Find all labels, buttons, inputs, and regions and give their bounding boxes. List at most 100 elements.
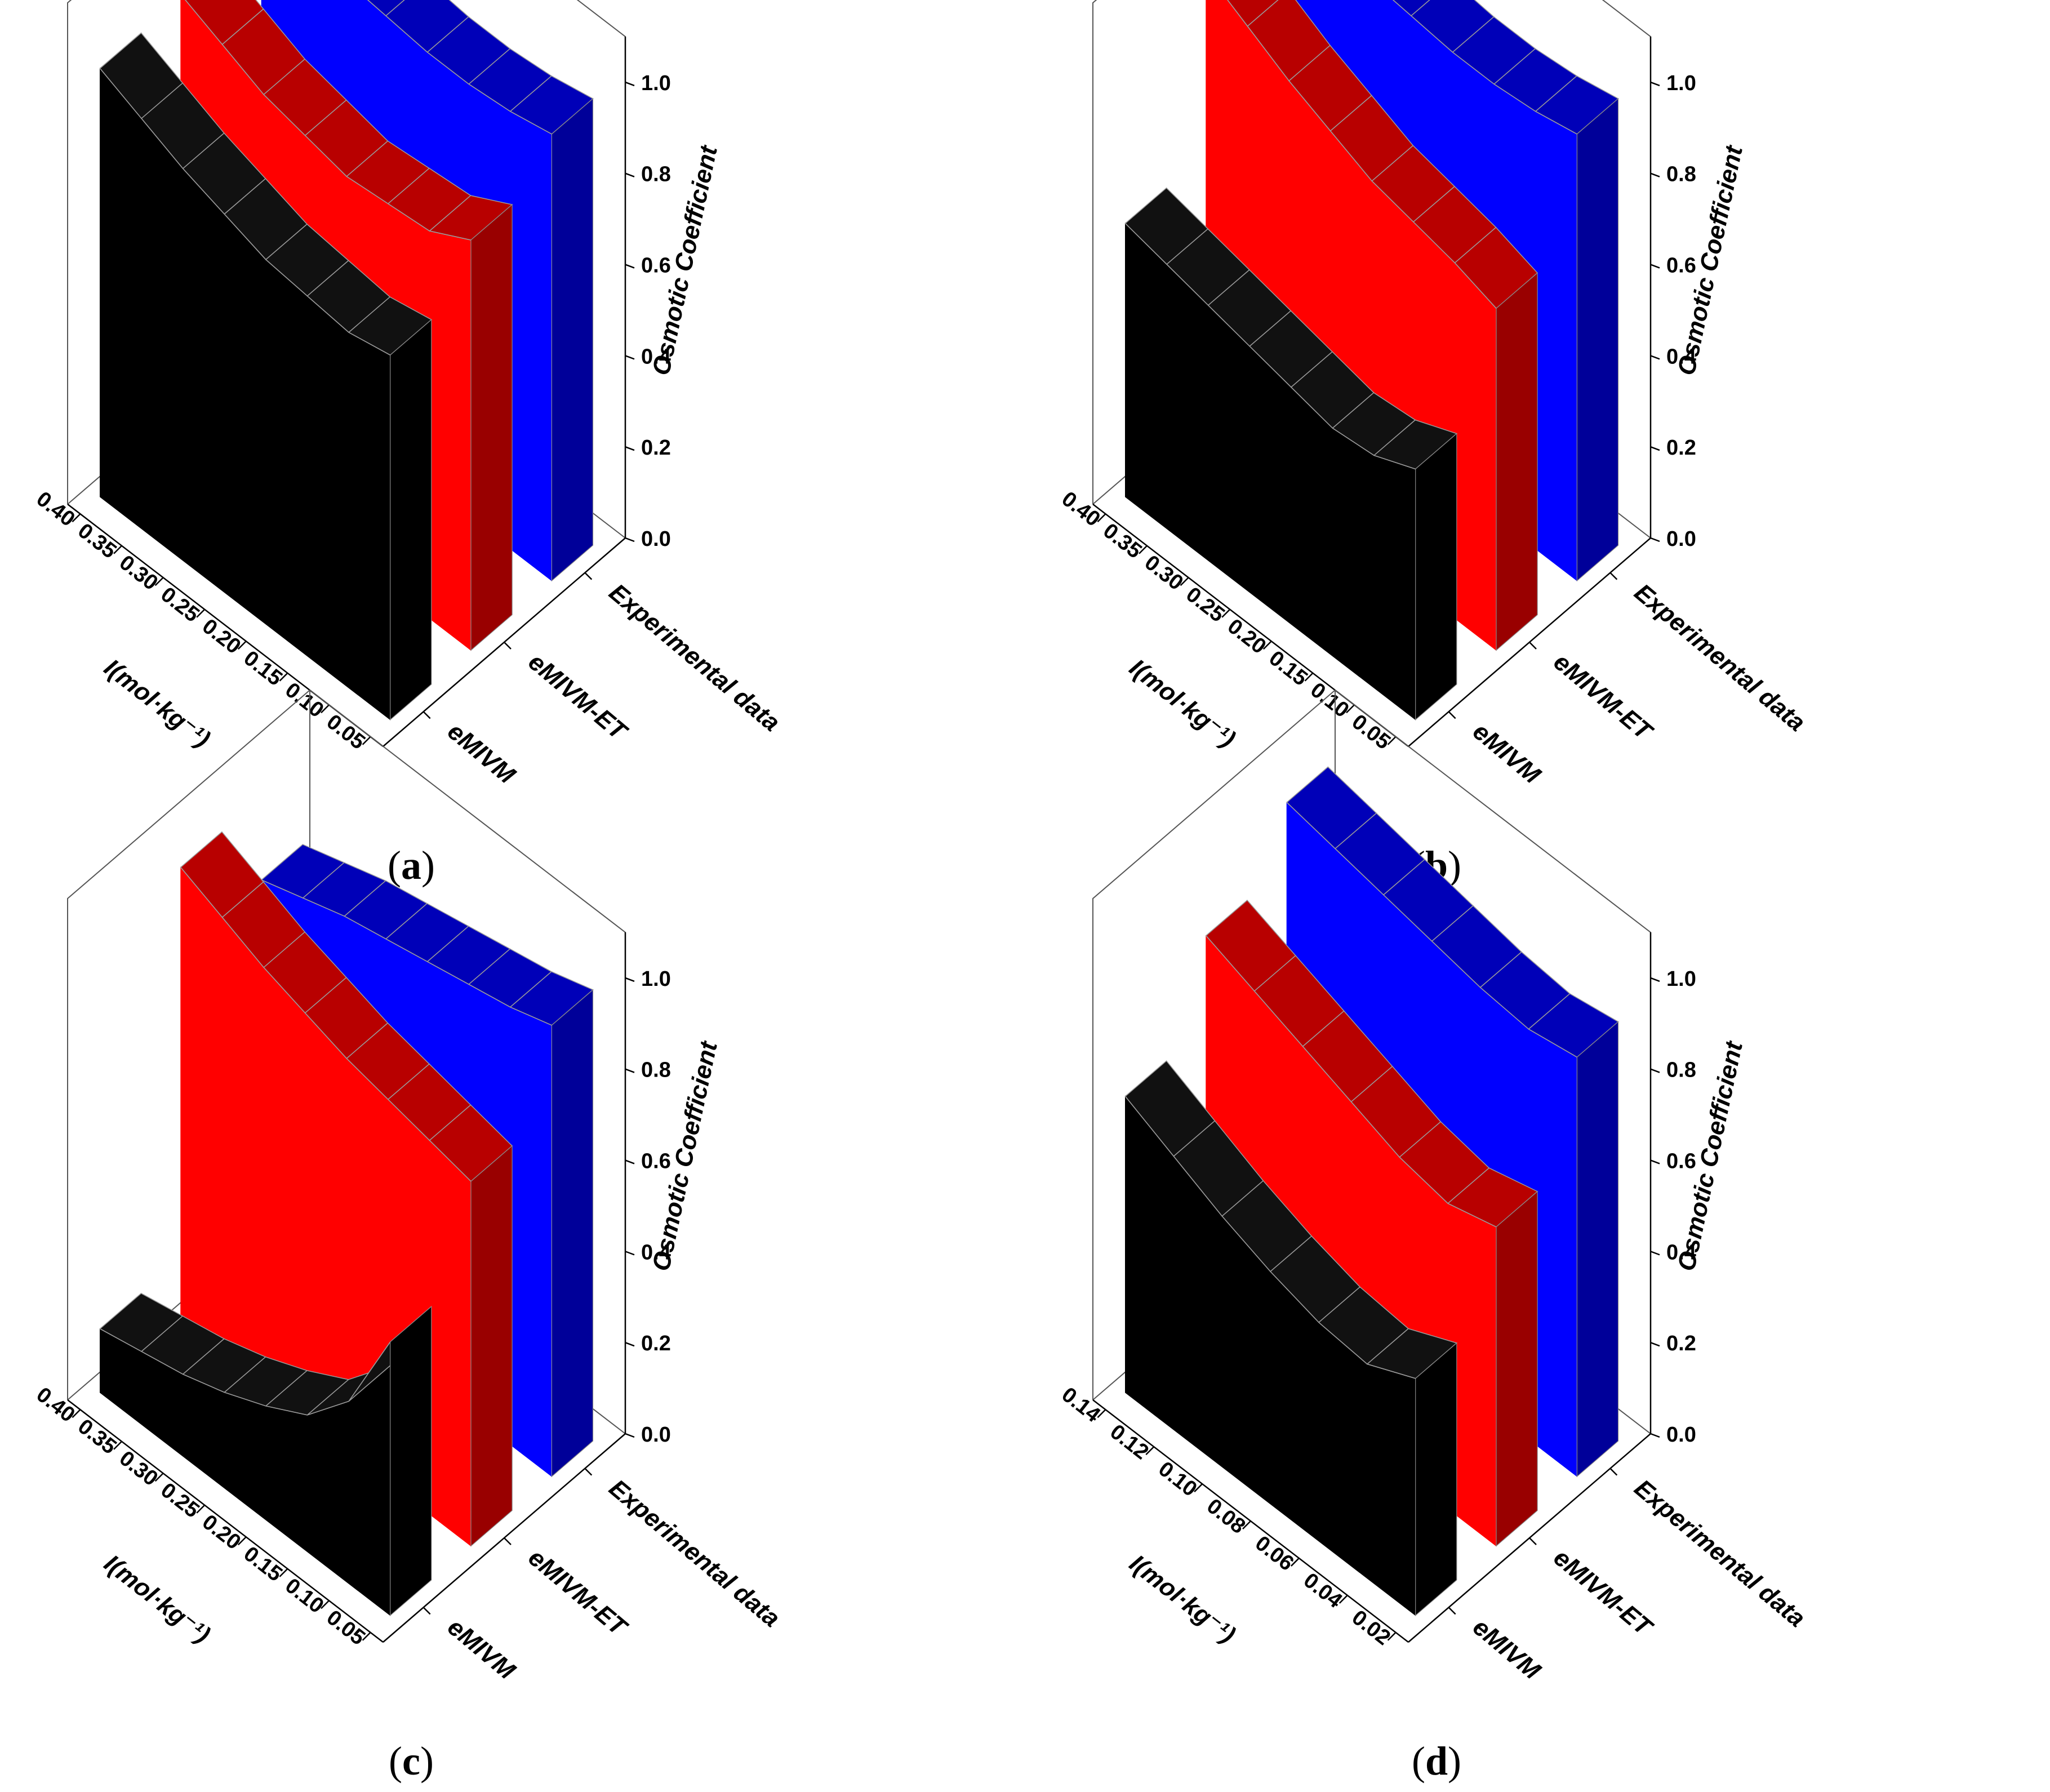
z-tick	[625, 264, 635, 269]
x-tick-label: 0.12	[1105, 1420, 1153, 1465]
x-tick	[1338, 1594, 1348, 1604]
x-tick	[1145, 1446, 1155, 1456]
wall-end-cap	[1576, 97, 1619, 582]
x-tick-label: 0.10	[1154, 1457, 1201, 1502]
x-axis-line	[67, 1399, 384, 1643]
z-tick-label: 0.8	[1666, 1059, 1696, 1082]
x-tick	[321, 1600, 330, 1609]
z-tick-label: 0.4	[1666, 345, 1696, 368]
x-tick-label: 0.40	[32, 1383, 79, 1428]
x-tick-label: 0.35	[73, 1415, 121, 1459]
x-tick	[113, 1440, 122, 1450]
z-tick-label: 0.6	[641, 1150, 671, 1173]
z-tick	[625, 355, 635, 360]
series-label: Experimental data	[604, 579, 785, 737]
z-tick	[625, 1159, 635, 1164]
z-tick	[1650, 1342, 1660, 1347]
x-tick-label: 0.35	[73, 519, 121, 563]
z-tick-label: 0.2	[1666, 1332, 1696, 1355]
series-tick	[1448, 711, 1456, 719]
series-tick	[584, 1468, 593, 1476]
x-axis-title: I(mol·kg⁻¹)	[1124, 1549, 1240, 1648]
z-tick-label: 0.4	[641, 345, 671, 368]
z-tick	[1650, 1433, 1660, 1438]
z-tick-label: 0.6	[641, 254, 671, 278]
x-tick-label: 0.05	[1348, 710, 1395, 754]
x-tick	[362, 1631, 371, 1641]
series-label: eMIVM-ET	[1549, 1544, 1658, 1642]
wall-top-edge	[185, 0, 472, 241]
x-tick-label: 0.20	[198, 1510, 245, 1555]
x-tick	[154, 577, 164, 586]
x-tick	[1194, 1483, 1203, 1492]
series-label: Experimental data	[604, 1474, 785, 1633]
x-tick	[1180, 577, 1189, 586]
x-tick	[1290, 1558, 1300, 1567]
x-tick	[1097, 513, 1106, 523]
x-tick-label: 0.10	[1306, 678, 1353, 723]
x-tick-label: 0.05	[322, 710, 370, 754]
wall-end-cap	[551, 97, 594, 582]
panel-b: 0.0 0.2 0.4 0.6 0.8 1.0 Osmotic Coefficient 0.4…	[1025, 0, 2050, 896]
series-label: eMIVM-ET	[523, 648, 633, 746]
panel-caption: (c)	[389, 1738, 434, 1784]
x-tick	[1242, 1520, 1251, 1529]
wall-top-edge	[100, 1328, 391, 1416]
z-tick-label: 0.8	[641, 163, 671, 186]
series-tick	[423, 1607, 431, 1615]
z-tick-label: 0.2	[1666, 436, 1696, 460]
z-tick	[625, 172, 635, 177]
series-label: eMIVM	[1468, 1613, 1546, 1685]
series-label: eMIVM-ET	[523, 1544, 633, 1642]
series-wall-emivm	[1124, 1060, 1458, 1616]
wall-top-edge	[367, 0, 552, 135]
x-tick-label: 0.40	[32, 487, 79, 532]
wall-end-cap	[1576, 1021, 1619, 1478]
wall-top-edge	[261, 879, 552, 1026]
x-tick-label: 0.25	[156, 582, 203, 627]
series-wall-emivm	[99, 32, 433, 721]
x-tick-label: 0.08	[1202, 1494, 1249, 1538]
x-tick-label: 0.06	[1251, 1531, 1298, 1576]
z-tick-label: 0.6	[1666, 1150, 1696, 1173]
x-tick-label: 0.15	[1265, 646, 1312, 691]
wall-end-cap	[1496, 272, 1538, 651]
x-tick-label: 0.05	[322, 1606, 370, 1650]
wall-end-cap	[470, 1145, 513, 1547]
x-tick-label: 0.15	[239, 1542, 287, 1586]
x-tick-label: 0.30	[115, 1447, 162, 1491]
z-tick-label: 0.0	[1666, 1423, 1696, 1447]
x-tick-label: 0.10	[281, 1574, 328, 1618]
x-tick	[279, 672, 288, 682]
x-tick	[321, 704, 330, 714]
x-tick-label: 0.35	[1099, 519, 1146, 563]
x-tick-label: 0.40	[1057, 487, 1105, 532]
x-tick	[196, 608, 206, 618]
wall-top-edge	[1124, 223, 1416, 470]
wall-end-cap	[390, 1305, 432, 1616]
wall-top-edge	[1124, 1096, 1416, 1379]
z-tick-label: 0.8	[641, 1059, 671, 1082]
x-tick-label: 0.10	[281, 678, 328, 723]
z-tick	[1650, 355, 1660, 360]
series-tick	[1609, 572, 1618, 580]
x-tick	[1262, 641, 1272, 650]
x-tick-label: 0.02	[1348, 1606, 1395, 1650]
series-tick	[1609, 1468, 1618, 1476]
panel-caption: (a)	[388, 843, 435, 888]
x-tick-label: 0.04	[1299, 1568, 1346, 1613]
series-label: eMIVM	[442, 717, 521, 789]
series-tick	[1448, 1607, 1456, 1615]
z-tick	[625, 1068, 635, 1073]
z-tick-label: 0.0	[1666, 527, 1696, 551]
z-tick-label: 0.8	[1666, 163, 1696, 186]
x-tick-label: 0.20	[198, 615, 245, 659]
z-tick	[625, 81, 635, 87]
z-tick	[625, 537, 635, 543]
x-tick	[1139, 545, 1148, 554]
